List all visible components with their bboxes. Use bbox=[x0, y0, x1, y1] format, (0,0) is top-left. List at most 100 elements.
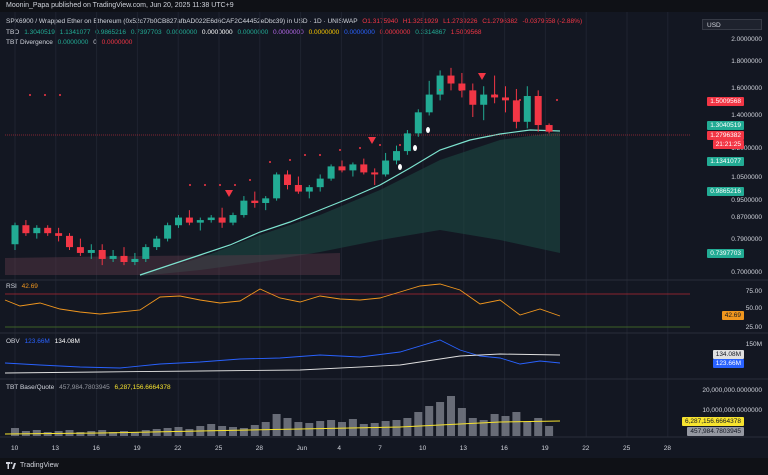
bq-volume-bar bbox=[436, 402, 445, 436]
candle-body bbox=[218, 217, 226, 223]
bq-volume-bar bbox=[11, 428, 19, 436]
candle-body bbox=[512, 100, 520, 122]
candle-body bbox=[502, 97, 509, 101]
candle-body bbox=[240, 200, 248, 216]
tbo-legend[interactable]: TBO 1.3040519 1.1341077 0.9865216 0.7397… bbox=[6, 29, 481, 36]
tbo-value: 0.0000000 bbox=[308, 29, 340, 36]
bq-volume-bar bbox=[457, 408, 466, 436]
bq-average-value: 6,287,156.6664378 bbox=[114, 384, 171, 391]
bq-tag: 457,984.7803945 bbox=[687, 427, 744, 436]
tbo-value: 0.3314867 bbox=[415, 29, 446, 36]
candle-body bbox=[33, 227, 41, 234]
price-axis-label: 0.7900000 bbox=[731, 236, 762, 243]
rsi-tag: 42.69 bbox=[721, 311, 744, 320]
time-axis-label: 28 bbox=[663, 445, 672, 452]
tbo-value: 0.0000000 bbox=[344, 29, 375, 36]
ohlc-high: H1.3251929 bbox=[402, 18, 439, 25]
bq-volume-bar bbox=[545, 426, 554, 436]
bq-volume-bar bbox=[76, 432, 85, 436]
price-axis-label: 1.6000000 bbox=[731, 85, 762, 92]
bq-label: TBT Base/Quote bbox=[6, 384, 55, 391]
candle-body bbox=[55, 233, 63, 236]
price-tag: 1.5009568 bbox=[707, 97, 744, 106]
bq-value: 457,984.7803945 bbox=[59, 384, 110, 391]
candle-body bbox=[425, 94, 433, 113]
candle-body bbox=[251, 200, 259, 203]
signal-dot bbox=[289, 159, 291, 161]
time-axis-label: 19 bbox=[541, 445, 549, 452]
tbo-value: 1.1341077 bbox=[59, 29, 91, 36]
candle-body bbox=[229, 215, 237, 223]
ohlc-low: L1.2739226 bbox=[443, 18, 478, 25]
bq-legend[interactable]: TBT Base/Quote 457,984.7803945 6,287,156… bbox=[6, 384, 171, 391]
candle-body bbox=[207, 217, 215, 221]
bq-average-tag: 6,287,156.6664378 bbox=[681, 417, 744, 426]
tbo-value: 0.0000000 bbox=[237, 29, 269, 36]
candle-body bbox=[360, 164, 368, 173]
price-tag: 1.2796382 bbox=[707, 131, 744, 140]
candle-body bbox=[403, 133, 411, 152]
bq-volume-bar bbox=[381, 421, 390, 436]
bq-volume-bar bbox=[425, 406, 434, 436]
tbo-value: 0.0000000 bbox=[273, 29, 304, 36]
bq-average-line bbox=[4, 420, 561, 435]
candle-body bbox=[305, 187, 313, 192]
price-axis-label: 0.7000000 bbox=[731, 269, 762, 276]
bq-volume-bar bbox=[239, 428, 248, 436]
candle-body bbox=[109, 255, 117, 259]
signal-dot bbox=[249, 179, 251, 181]
tbt-divergence-label: TBT Divergence bbox=[6, 39, 53, 46]
candle-body bbox=[131, 258, 139, 262]
candle-body bbox=[393, 151, 400, 161]
price-tag: 0.7397703 bbox=[707, 249, 744, 258]
tbo-value: 0.0000000 bbox=[201, 29, 233, 36]
tbo-band-area bbox=[140, 132, 560, 276]
bq-volume-bar bbox=[152, 429, 161, 436]
bq-volume-bar bbox=[185, 429, 194, 436]
price-tag: 0.9865216 bbox=[707, 187, 744, 196]
publisher-text: Moonin_Papa published on TradingView.com… bbox=[6, 2, 234, 9]
time-axis-label: 10 bbox=[419, 445, 427, 452]
rsi-value: 42.69 bbox=[21, 283, 38, 290]
candle-body bbox=[458, 83, 466, 91]
tbo-value: 0.9865216 bbox=[95, 29, 127, 36]
symbol-legend[interactable]: SPX6900 / Wrapped Ether on Ethereum (0x5… bbox=[6, 18, 582, 25]
price-axis-label: 1.2000000 bbox=[731, 145, 762, 152]
rsi-axis-label: 75.00 bbox=[745, 288, 762, 295]
bq-volume-bar bbox=[109, 432, 118, 436]
signal-dot bbox=[459, 89, 461, 91]
candle-body bbox=[175, 217, 182, 226]
bq-volume-bar bbox=[272, 414, 281, 436]
obv-legend[interactable]: OBV 123.66M 134.08M bbox=[6, 338, 80, 345]
candle-body bbox=[66, 235, 73, 248]
sell-signal-icon bbox=[225, 190, 233, 197]
signal-dot bbox=[44, 94, 46, 96]
rsi-legend[interactable]: RSI 42.69 bbox=[6, 283, 38, 290]
signal-dot bbox=[304, 154, 306, 156]
signal-dot bbox=[439, 89, 441, 91]
buy-signal-icon bbox=[398, 164, 402, 170]
tbt-divergence-legend[interactable]: TBT Divergence 0.0000000 0 0.0000000 bbox=[6, 39, 132, 46]
bq-volume-bar bbox=[501, 416, 510, 436]
bq-volume-bar bbox=[523, 422, 532, 436]
sell-signal-icon bbox=[368, 137, 376, 144]
time-axis-label: 16 bbox=[500, 445, 508, 452]
bq-volume-bar bbox=[229, 427, 237, 436]
tbo-label: TBO bbox=[6, 29, 20, 36]
bq-volume-bar bbox=[479, 420, 488, 436]
candle-body bbox=[273, 174, 281, 199]
currency-selector[interactable]: USD bbox=[702, 19, 762, 30]
time-axis-label: Jun bbox=[296, 445, 308, 452]
price-axis-label: 1.4000000 bbox=[731, 112, 762, 119]
obv-label: OBV bbox=[6, 338, 20, 345]
bq-volume-bar bbox=[490, 414, 499, 436]
time-axis-label: 22 bbox=[174, 445, 182, 452]
ohlc-change: -0.0379558 (-2.88%) bbox=[522, 18, 583, 25]
candle-body bbox=[491, 94, 499, 98]
ohlc-close: C1.2796382 bbox=[482, 18, 518, 25]
tbt-divergence-value: 0.0000000 bbox=[101, 39, 133, 46]
signal-dot bbox=[519, 99, 521, 101]
bq-volume-bar bbox=[305, 423, 314, 436]
signal-dot bbox=[339, 149, 341, 151]
